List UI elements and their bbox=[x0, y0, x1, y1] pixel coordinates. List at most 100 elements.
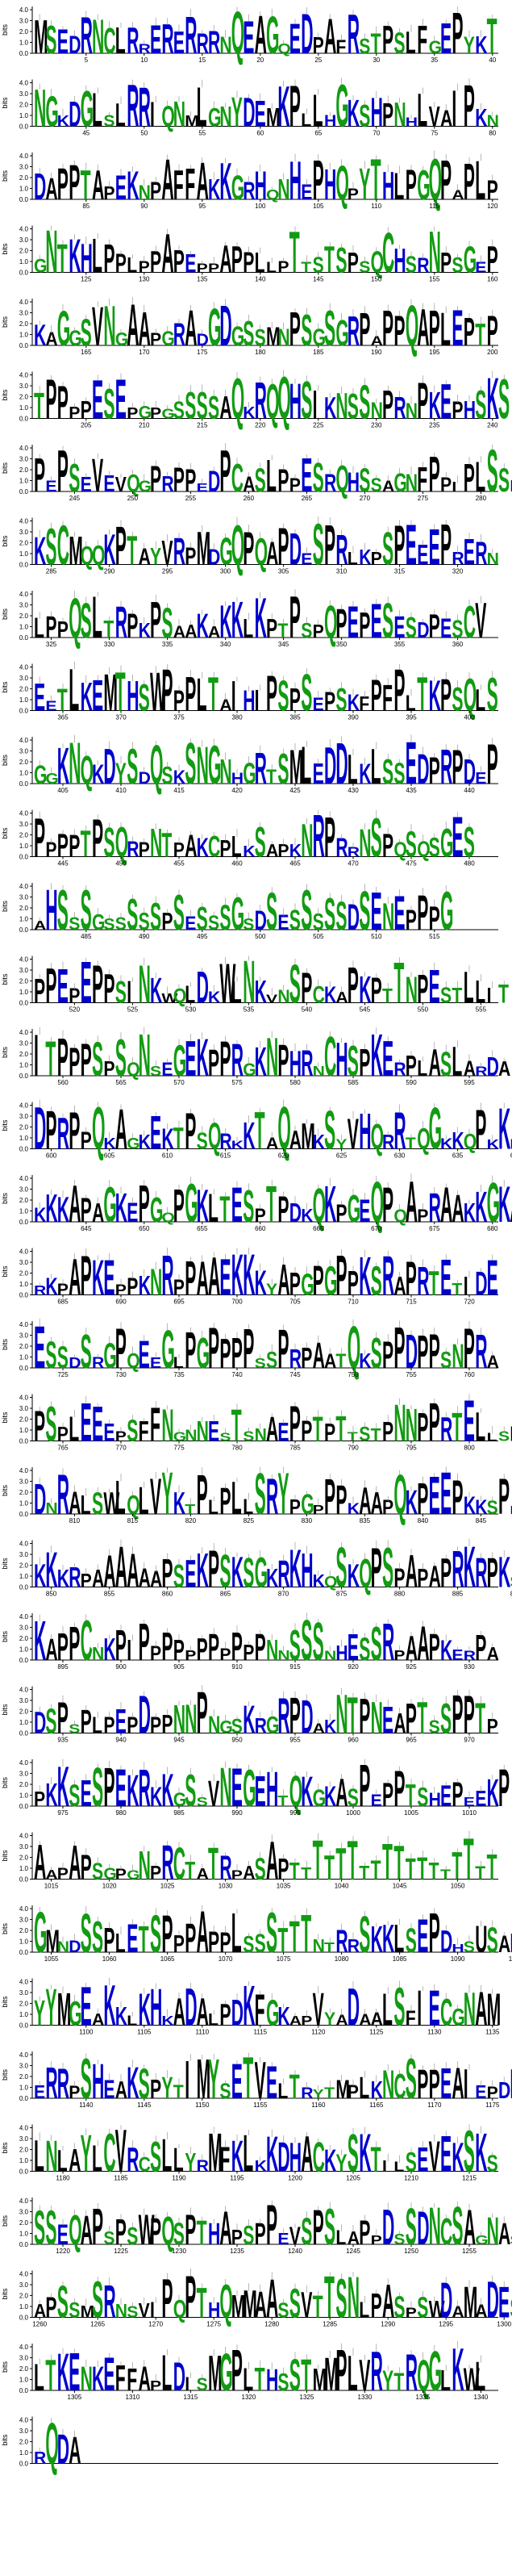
logo-letter: P bbox=[197, 1464, 208, 1526]
logo-letter: Q bbox=[393, 1462, 406, 1526]
logo-letter: E bbox=[219, 1249, 231, 1307]
logo-letter: P bbox=[393, 658, 405, 723]
logo-letter: S bbox=[185, 732, 196, 797]
logo-letter: Q bbox=[173, 985, 186, 1007]
x-tick-label: 150 bbox=[371, 276, 382, 283]
logo-letter: Q bbox=[417, 838, 430, 862]
x-tick-label: 165 bbox=[81, 349, 92, 356]
logo-letter: P bbox=[452, 2, 463, 66]
logo-letter: P bbox=[34, 1788, 45, 1812]
logo-letter: N bbox=[406, 399, 418, 424]
logo-letter: P bbox=[464, 311, 475, 355]
logo-letter: Q bbox=[150, 734, 163, 796]
y-tick-label: 2.0 bbox=[19, 102, 29, 109]
x-tick-label: 40 bbox=[489, 56, 496, 64]
logo-letter: S bbox=[115, 914, 127, 934]
logo-letter: M bbox=[208, 2122, 223, 2184]
x-tick-label: 1315 bbox=[184, 2394, 198, 2401]
logo-letter: T bbox=[335, 1349, 346, 1372]
logo-letter: D bbox=[69, 1355, 81, 1371]
y-tick-label: 2.0 bbox=[19, 1343, 29, 1350]
logo-letter: K bbox=[452, 2336, 464, 2403]
logo-letter: A bbox=[139, 1563, 151, 1593]
x-tick-label: 1090 bbox=[451, 1955, 465, 1963]
logo-letter: C bbox=[440, 2211, 452, 2252]
logo-letter: H bbox=[255, 164, 267, 209]
logo-letter: E bbox=[440, 2125, 452, 2182]
x-tick-label: 900 bbox=[115, 1663, 127, 1671]
logo-letter: S bbox=[255, 461, 266, 499]
logo-letter: K bbox=[161, 2014, 174, 2028]
logo-letter: T bbox=[335, 1838, 346, 1888]
logo-letter: P bbox=[219, 1481, 231, 1522]
logo-letter: P bbox=[161, 1551, 173, 1596]
logo-letter: P bbox=[498, 1469, 510, 1525]
logo-letter: Q bbox=[464, 1130, 477, 1154]
x-tick-label: 1295 bbox=[439, 2321, 453, 2328]
logo-letter: L bbox=[92, 2138, 102, 2179]
logo-letter: T bbox=[371, 1424, 382, 1445]
logo-letter: S bbox=[417, 2292, 428, 2324]
logo-letter: Y bbox=[34, 1994, 45, 2033]
logo-letter: H bbox=[208, 2298, 220, 2323]
logo-letter: S bbox=[335, 2267, 347, 2329]
logo-letter: T bbox=[173, 2080, 184, 2103]
logo-letter: T bbox=[406, 1135, 416, 1153]
logo-letter: T bbox=[197, 2278, 207, 2327]
logo-letter: P bbox=[255, 1204, 266, 1227]
logo-letter: H bbox=[382, 165, 394, 209]
logo-letter: P bbox=[185, 1251, 196, 1306]
logo-letter: R bbox=[348, 1935, 360, 1956]
logo-letter: A bbox=[34, 918, 47, 932]
logo-letter: F bbox=[115, 2360, 126, 2398]
logo-letter: I bbox=[417, 1980, 422, 2036]
x-tick-label: 1150 bbox=[195, 2101, 210, 2109]
logo-letter: L bbox=[173, 2142, 184, 2180]
logo-letter: I bbox=[464, 2061, 468, 2108]
logo-letter: S bbox=[348, 1036, 359, 1085]
logo-letter: E bbox=[150, 18, 161, 63]
x-tick-label: 525 bbox=[127, 1006, 139, 1014]
logo-letter: E bbox=[475, 260, 486, 277]
logo-letter: S bbox=[348, 387, 359, 426]
logo-letter: G bbox=[208, 299, 221, 358]
x-tick-label: 180 bbox=[255, 349, 266, 356]
logo-letter: S bbox=[335, 241, 347, 280]
logo-letter: K bbox=[45, 1541, 58, 1598]
logo-letter: M bbox=[81, 2302, 95, 2321]
y-tick-label: 3.0 bbox=[19, 1478, 29, 1486]
logo-letter: D bbox=[197, 962, 209, 1012]
x-tick-label: 1000 bbox=[346, 1809, 360, 1817]
logo-letter: E bbox=[69, 2341, 80, 2402]
x-tick-label: 780 bbox=[231, 1445, 243, 1452]
logo-letter: K bbox=[301, 1769, 313, 1816]
y-tick-label: 4.0 bbox=[19, 445, 29, 452]
logo-letter: P bbox=[81, 1848, 92, 1887]
logo-letter: P bbox=[324, 687, 335, 717]
logo-letter: S bbox=[289, 1620, 301, 1670]
logo-letter: S bbox=[348, 1784, 359, 1812]
x-tick-label: 615 bbox=[220, 1152, 231, 1160]
logo-letter: E bbox=[359, 1193, 370, 1229]
logo-letter: S bbox=[208, 911, 219, 934]
logo-letter: W bbox=[161, 991, 177, 1006]
x-tick-label: 1030 bbox=[219, 1883, 233, 1890]
logo-letter: P bbox=[464, 456, 475, 500]
logo-letter: A bbox=[219, 696, 231, 714]
logo-letter: P bbox=[103, 1922, 114, 1960]
logo-letter: P bbox=[115, 2212, 127, 2252]
x-tick-label: 620 bbox=[278, 1152, 289, 1160]
x-tick-label: 295 bbox=[162, 568, 173, 575]
logo-letter: T bbox=[393, 1838, 404, 1890]
x-tick-label: 1135 bbox=[485, 2029, 500, 2036]
y-tick-label: 2.0 bbox=[19, 613, 29, 620]
logo-letter: M bbox=[266, 102, 281, 132]
logo-letter: N bbox=[139, 954, 151, 1014]
y-tick-label: 4.0 bbox=[19, 226, 29, 233]
logo-letter: A bbox=[92, 162, 104, 209]
logo-letter: K bbox=[324, 982, 337, 1008]
